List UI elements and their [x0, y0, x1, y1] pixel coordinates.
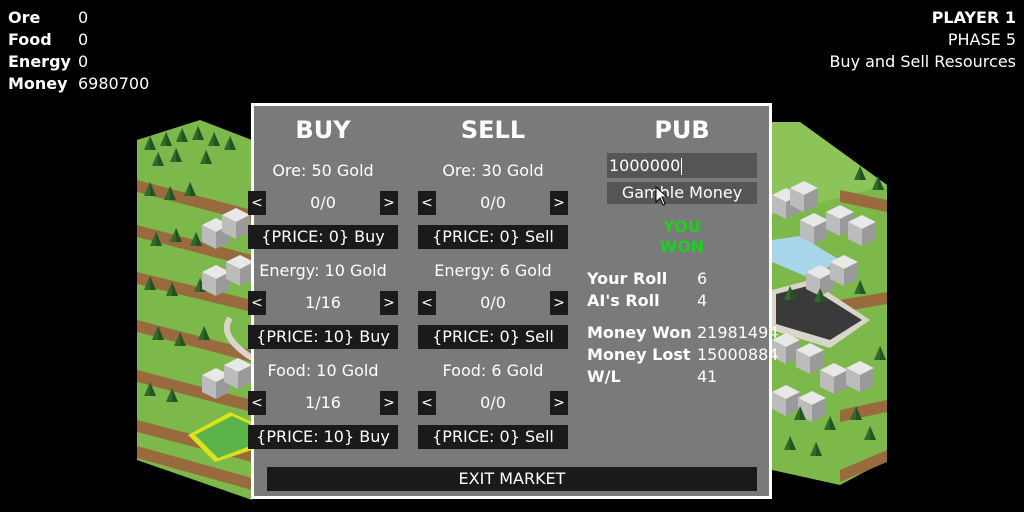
sell-energy-quantity: 0/0 [480, 293, 506, 312]
win-loss-row: W/L 41 [587, 366, 717, 388]
sell-food-increment-button[interactable]: > [550, 391, 568, 415]
sell-food-stepper: < 0/0 > [418, 391, 568, 415]
your-roll-label: Your Roll [587, 269, 668, 288]
sell-energy-increment-button[interactable]: > [550, 291, 568, 315]
win-loss-value: 41 [697, 367, 718, 386]
hud-food-label: Food [8, 30, 52, 49]
buy-energy-decrement-button[interactable]: < [248, 291, 266, 315]
hud-food: Food 0 [8, 29, 149, 51]
sell-ore-button[interactable]: {PRICE: 0} Sell [418, 225, 568, 249]
sell-food-decrement-button[interactable]: < [418, 391, 436, 415]
hud-food-value: 0 [78, 30, 89, 49]
gamble-result-line2: WON [659, 237, 705, 256]
ai-roll-value: 4 [697, 291, 708, 310]
player-label: PLAYER 1 [931, 8, 1016, 27]
pub-title: PUB [654, 116, 710, 144]
buy-ore-stepper: < 0/0 > [248, 191, 398, 215]
bet-amount-value: 1000000 [609, 156, 681, 175]
phase-description: Buy and Sell Resources [829, 52, 1016, 71]
buy-energy-label: Energy: 10 Gold [259, 261, 387, 280]
hud-energy: Energy 0 [8, 51, 149, 73]
sell-title: SELL [460, 116, 526, 144]
buy-food-stepper: < 1/16 > [248, 391, 398, 415]
sell-ore-increment-button[interactable]: > [550, 191, 568, 215]
win-loss-label: W/L [587, 367, 621, 386]
hud-money: Money 6980700 [8, 73, 149, 95]
buy-title: BUY [295, 116, 351, 144]
hud-energy-label: Energy [8, 52, 71, 71]
sell-energy-button[interactable]: {PRICE: 0} Sell [418, 325, 568, 349]
hud-energy-value: 0 [78, 52, 89, 71]
buy-food-label: Food: 10 Gold [267, 361, 379, 380]
sell-energy-stepper: < 0/0 > [418, 291, 568, 315]
sell-energy-label: Energy: 6 Gold [434, 261, 552, 280]
bet-amount-input[interactable]: 1000000 [607, 153, 757, 178]
sell-food-label: Food: 6 Gold [442, 361, 544, 380]
sell-ore-label: Ore: 30 Gold [442, 161, 544, 180]
buy-ore-button[interactable]: {PRICE: 0} Buy [248, 225, 398, 249]
right-terrain [772, 122, 887, 485]
mouse-cursor-icon [655, 186, 669, 206]
buy-energy-button[interactable]: {PRICE: 10} Buy [248, 325, 398, 349]
buy-food-quantity: 1/16 [305, 393, 341, 412]
gamble-result: YOU WON [607, 217, 757, 257]
exit-market-button[interactable]: EXIT MARKET [267, 467, 757, 491]
sell-food-quantity: 0/0 [480, 393, 506, 412]
gamble-money-button[interactable]: Gamble Money [607, 182, 757, 204]
phase-label: PHASE 5 [947, 30, 1016, 49]
buy-ore-quantity: 0/0 [310, 193, 336, 212]
money-lost-label: Money Lost [587, 345, 691, 364]
buy-energy-increment-button[interactable]: > [380, 291, 398, 315]
sell-ore-quantity: 0/0 [480, 193, 506, 212]
hud-ore-value: 0 [78, 8, 89, 27]
hud-ore-label: Ore [8, 8, 41, 27]
resource-hud: Ore 0 Food 0 Energy 0 Money 6980700 [8, 7, 149, 95]
money-won-label: Money Won [587, 323, 692, 342]
hud-money-value: 6980700 [78, 74, 150, 93]
buy-food-decrement-button[interactable]: < [248, 391, 266, 415]
buy-food-increment-button[interactable]: > [380, 391, 398, 415]
ai-roll-label: AI's Roll [587, 291, 660, 310]
money-lost-value: 15000884 [697, 345, 779, 364]
sell-ore-stepper: < 0/0 > [418, 191, 568, 215]
buy-energy-stepper: < 1/16 > [248, 291, 398, 315]
ai-roll-row: AI's Roll 4 [587, 290, 707, 312]
buy-energy-quantity: 1/16 [305, 293, 341, 312]
gamble-result-line1: YOU [663, 217, 701, 236]
your-roll-value: 6 [697, 269, 708, 288]
market-panel: BUY SELL PUB Ore: 50 Gold < 0/0 > {PRICE… [248, 103, 778, 499]
phase-hud: PLAYER 1 PHASE 5 Buy and Sell Resources [829, 7, 1016, 73]
your-roll-row: Your Roll 6 [587, 268, 707, 290]
money-won-row: Money Won 21981494 [587, 322, 778, 344]
buy-ore-label: Ore: 50 Gold [272, 161, 374, 180]
text-caret [681, 158, 683, 175]
sell-food-button[interactable]: {PRICE: 0} Sell [418, 425, 568, 449]
buy-ore-decrement-button[interactable]: < [248, 191, 266, 215]
hud-ore: Ore 0 [8, 7, 149, 29]
sell-energy-decrement-button[interactable]: < [418, 291, 436, 315]
left-terrain [137, 120, 254, 500]
money-lost-row: Money Lost 15000884 [587, 344, 778, 366]
buy-food-button[interactable]: {PRICE: 10} Buy [248, 425, 398, 449]
money-won-value: 21981494 [697, 323, 779, 342]
buy-ore-increment-button[interactable]: > [380, 191, 398, 215]
hud-money-label: Money [8, 74, 68, 93]
sell-ore-decrement-button[interactable]: < [418, 191, 436, 215]
